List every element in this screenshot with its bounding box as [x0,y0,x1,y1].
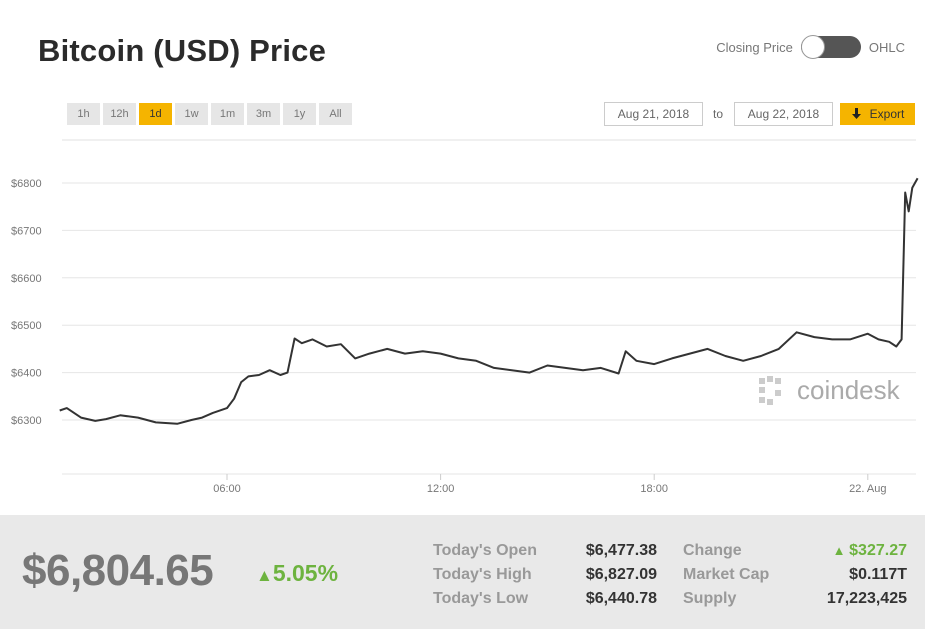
chart-mode-toggle-group: Closing Price OHLC [716,35,905,59]
y-tick-label: $6700 [11,225,42,237]
market-cap-label: Market Cap [683,566,770,583]
change-percent: ▲5.05% [256,560,338,587]
x-tick-label: 12:00 [427,483,455,495]
x-tick-label: 22. Aug [849,483,886,495]
range-button-1y[interactable]: 1y [283,103,316,125]
x-tick-label: 06:00 [213,483,241,495]
range-button-1d[interactable]: 1d [139,103,172,125]
range-button-1w[interactable]: 1w [175,103,208,125]
download-arrow-icon [851,108,861,119]
date-to-input[interactable]: Aug 22, 2018 [734,102,833,126]
price-line-series [59,177,919,425]
price-line [59,177,919,425]
up-triangle-icon: ▲ [832,543,850,558]
page-title: Bitcoin (USD) Price [38,33,327,68]
x-axis-ticks: 06:00 12:00 18:00 22. Aug [213,474,886,495]
price-summary-panel: $6,804.65 ▲5.05% Today's Open Today's Hi… [0,515,925,629]
todays-low-label: Today's Low [433,590,529,607]
change-label: Change [683,542,742,559]
market-cap-value: $0.117T [849,566,907,583]
date-from-input[interactable]: Aug 21, 2018 [604,102,703,126]
export-label: Export [869,107,905,121]
change-percent-value: 5.05% [272,560,339,586]
range-button-all[interactable]: All [319,103,352,125]
up-triangle-icon: ▲ [256,566,273,585]
todays-open-label: Today's Open [433,542,537,559]
coindesk-logo-icon [759,376,781,405]
range-button-12h[interactable]: 12h [103,103,136,125]
coindesk-watermark: coindesk [759,375,901,405]
todays-high-label: Today's High [433,566,532,583]
toggle-knob [800,35,825,59]
y-axis-ticks: $6300 $6400 $6500 $6600 $6700 $6800 [11,178,42,427]
y-tick-label: $6800 [11,178,42,190]
export-button[interactable]: Export [840,103,915,125]
todays-high-value: $6,827.09 [585,566,657,583]
chart-mode-toggle[interactable] [800,35,861,59]
y-tick-label: $6300 [11,415,42,427]
current-price: $6,804.65 [22,546,214,595]
watermark-text: coindesk [797,375,901,405]
grid-lines [62,139,916,475]
todays-low-value: $6,440.78 [585,590,657,607]
supply-label: Supply [683,590,737,607]
supply-value: 17,223,425 [826,590,907,607]
time-range-buttons: 1h 12h 1d 1w 1m 3m 1y All [67,103,352,125]
price-chart[interactable]: $6300 $6400 $6500 $6600 $6700 $6800 06:00 12:0… [0,135,925,505]
range-button-1h[interactable]: 1h [67,103,100,125]
range-button-1m[interactable]: 1m [211,103,244,125]
closing-price-label: Closing Price [716,39,793,55]
y-tick-label: $6600 [11,273,42,285]
y-tick-label: $6500 [11,320,42,332]
change-value: ▲ $327.27 [833,542,907,560]
change-amount: $327.27 [849,542,907,559]
y-tick-label: $6400 [11,368,42,380]
todays-open-value: $6,477.38 [585,542,657,559]
range-button-3m[interactable]: 3m [247,103,280,125]
x-tick-label: 18:00 [640,483,668,495]
date-to-label: to [713,107,724,121]
ohlc-label: OHLC [868,39,905,55]
